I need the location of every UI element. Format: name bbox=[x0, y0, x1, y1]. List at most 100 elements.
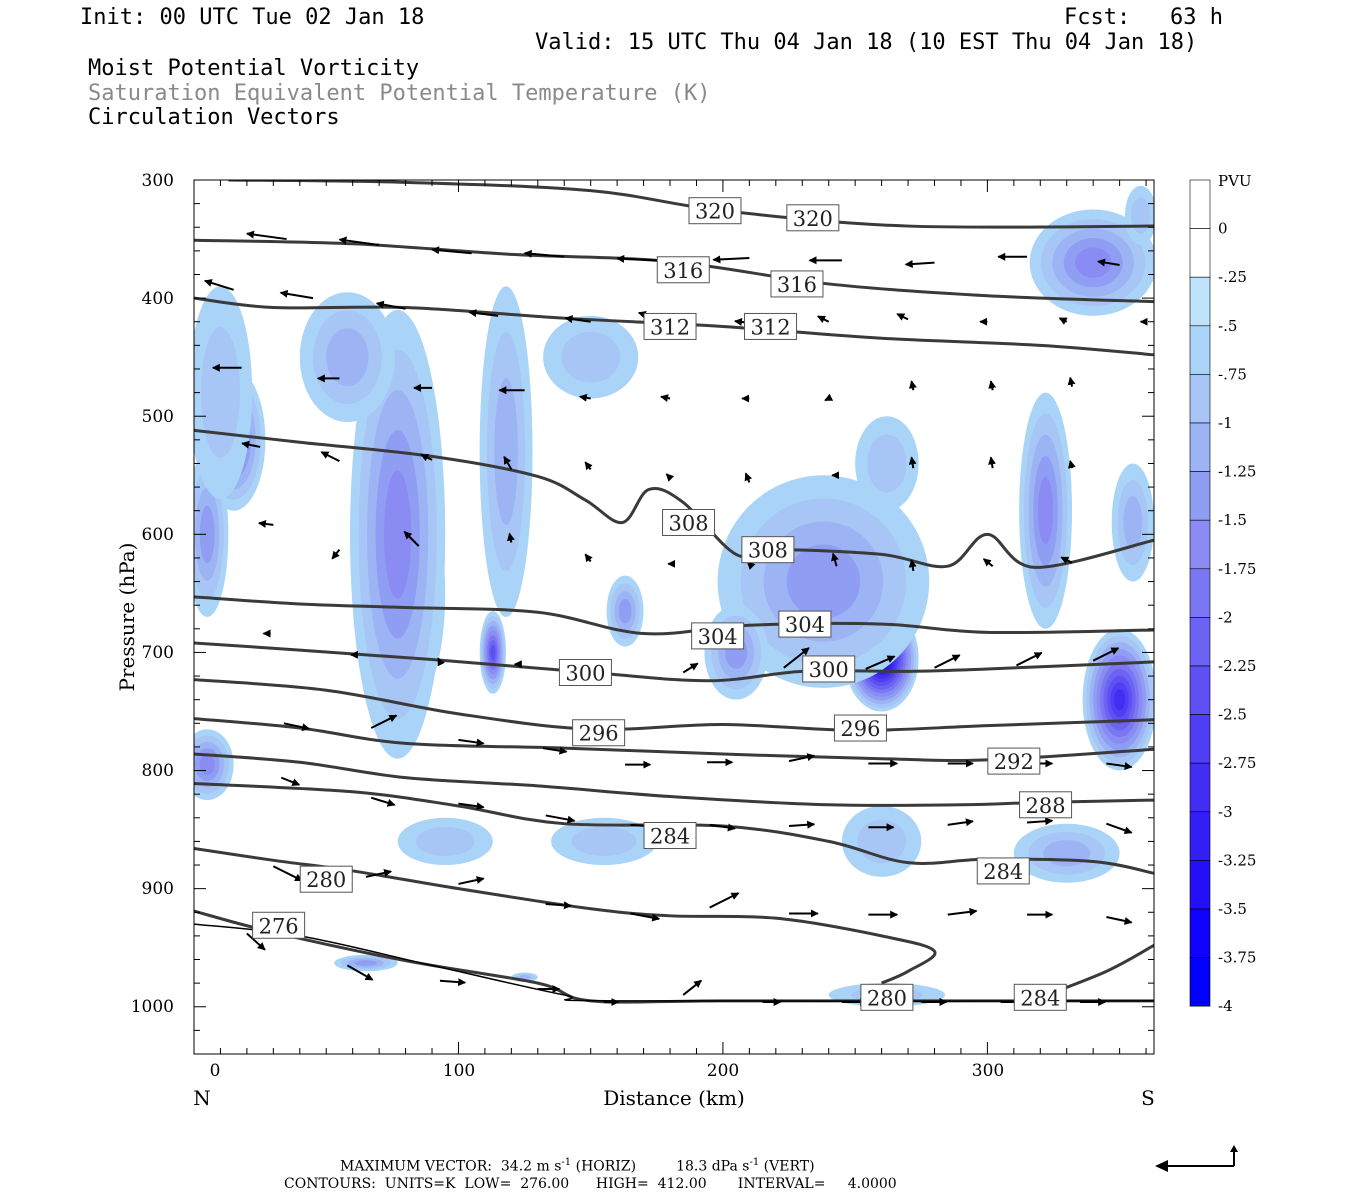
vector-arrow bbox=[788, 820, 816, 829]
vector-arrow bbox=[1068, 460, 1076, 469]
mpv-region bbox=[1114, 688, 1126, 711]
vector-arrow bbox=[660, 394, 671, 402]
colorbar-label: -1.5 bbox=[1218, 511, 1247, 529]
contour-label: 300 bbox=[565, 662, 605, 686]
contour-label-box bbox=[572, 719, 626, 747]
thetae-contour-308 bbox=[194, 428, 1154, 569]
vector-arrow bbox=[523, 249, 565, 258]
mpv-region bbox=[199, 505, 215, 564]
colorbar-label: -2.75 bbox=[1218, 754, 1256, 772]
vector-arrow bbox=[420, 453, 433, 462]
contour-label: 288 bbox=[1026, 794, 1066, 818]
mpv-region bbox=[384, 470, 412, 599]
contour-label-box bbox=[802, 655, 856, 683]
max-vector-note: MAXIMUM VECTOR: 34.2 m s-1 (HORIZ) 18.3 … bbox=[340, 1157, 815, 1175]
thetae-contour-300 bbox=[194, 641, 1154, 683]
contour-label-box bbox=[252, 911, 306, 939]
vector-arrow bbox=[542, 746, 568, 755]
contour-label: 316 bbox=[777, 273, 817, 297]
vector-arrow bbox=[280, 776, 301, 786]
colorbar-swatch bbox=[1189, 762, 1211, 813]
mpv-region bbox=[354, 960, 377, 966]
contour-label: 284 bbox=[1020, 986, 1060, 1010]
vector-arrow bbox=[365, 868, 393, 878]
vector-arrow bbox=[1067, 376, 1076, 387]
y-tick-label: 800 bbox=[142, 761, 174, 781]
vector-arrow bbox=[458, 876, 485, 885]
colorbar-label: -4 bbox=[1218, 997, 1233, 1015]
vector-arrow bbox=[283, 722, 311, 732]
contour-label: 316 bbox=[663, 259, 703, 283]
vector-arrow bbox=[1016, 651, 1043, 667]
y-tick-label: 900 bbox=[142, 879, 174, 899]
field-title-mpv: Moist Potential Vorticity bbox=[88, 56, 420, 81]
vector-arrow bbox=[1106, 762, 1133, 771]
colorbar-label: -2.5 bbox=[1218, 706, 1247, 724]
contour-label-box bbox=[558, 659, 612, 687]
contour-label: 296 bbox=[840, 717, 880, 741]
vector-arrow bbox=[709, 892, 740, 909]
mpv-region bbox=[867, 434, 907, 493]
vector-arrow bbox=[194, 715, 195, 717]
vector-arrow bbox=[194, 229, 195, 231]
mpv-region bbox=[326, 328, 369, 387]
vector-arrow bbox=[545, 814, 576, 824]
vector-arrow bbox=[865, 655, 896, 670]
vector-arrow bbox=[630, 912, 661, 922]
mpv-region bbox=[200, 327, 240, 459]
vector-arrow bbox=[817, 315, 830, 324]
colorbar-swatch bbox=[1189, 665, 1211, 715]
vector-arrow bbox=[241, 440, 261, 449]
mpv-region bbox=[415, 826, 475, 856]
vector-arrow bbox=[375, 300, 406, 310]
colorbar-label: -3.5 bbox=[1218, 900, 1247, 918]
vector-arrow bbox=[578, 393, 591, 402]
y-tick-label: 1000 bbox=[131, 997, 174, 1017]
vector-arrow bbox=[783, 647, 810, 669]
vector-arrow bbox=[908, 456, 917, 469]
colorbar-label: -3 bbox=[1218, 803, 1233, 821]
colorbar-swatch bbox=[1189, 519, 1211, 570]
vector-arrow bbox=[1097, 258, 1120, 267]
contour-label: 292 bbox=[994, 750, 1034, 774]
vector-arrow bbox=[616, 254, 657, 263]
vector-arrow bbox=[1106, 822, 1133, 835]
vector-arrow bbox=[788, 753, 816, 763]
mpv-region bbox=[494, 378, 518, 526]
y-axis-title: Pressure (hPa) bbox=[115, 543, 139, 692]
mpv-region bbox=[199, 754, 215, 775]
colorbar: 0 -.25 -.5 -.75 -1 -1.25 -1.5 -1.75 -2 -2.25 -2.5 -… bbox=[1189, 179, 1256, 1015]
contour-label: 304 bbox=[785, 613, 825, 637]
vector-arrow bbox=[908, 559, 917, 572]
contour-label-box bbox=[833, 714, 887, 742]
colorbar-swatch bbox=[1189, 568, 1211, 618]
contour-label-box bbox=[656, 256, 710, 284]
vector-arrow bbox=[1092, 647, 1120, 662]
vector-arrow bbox=[545, 901, 572, 910]
colorbar-swatch bbox=[1189, 276, 1211, 327]
vector-arrow bbox=[370, 714, 398, 729]
vector-arrow bbox=[338, 236, 380, 246]
vector-arrow bbox=[257, 519, 274, 528]
mpv-region bbox=[618, 598, 632, 624]
vector-arrow bbox=[468, 309, 499, 318]
vector-arrow bbox=[279, 289, 314, 300]
contour-label: 308 bbox=[748, 539, 788, 563]
colorbar-swatch bbox=[1189, 811, 1211, 861]
contour-label-box bbox=[1019, 791, 1073, 819]
contour-label-box bbox=[786, 204, 840, 232]
plot-frame bbox=[193, 179, 1155, 1055]
mpv-region bbox=[571, 826, 637, 856]
contour-label-box bbox=[860, 983, 914, 1011]
colorbar-label: -1.75 bbox=[1218, 560, 1256, 578]
colorbar-swatch bbox=[1189, 957, 1211, 1007]
contour-info: CONTOURS: UNITS=K LOW= 276.00 HIGH= 412.… bbox=[284, 1176, 897, 1192]
thetae-contour-292 bbox=[194, 717, 1154, 763]
y-tick-label: 700 bbox=[142, 643, 174, 663]
mpv-region bbox=[1123, 496, 1143, 549]
thetae-contour-288 bbox=[194, 752, 1154, 807]
contour-label: 276 bbox=[259, 914, 299, 938]
thetae-contour-296 bbox=[194, 678, 1154, 732]
colorbar-label: -.5 bbox=[1218, 317, 1237, 335]
x-axis-title: Distance (km) bbox=[603, 1086, 745, 1110]
